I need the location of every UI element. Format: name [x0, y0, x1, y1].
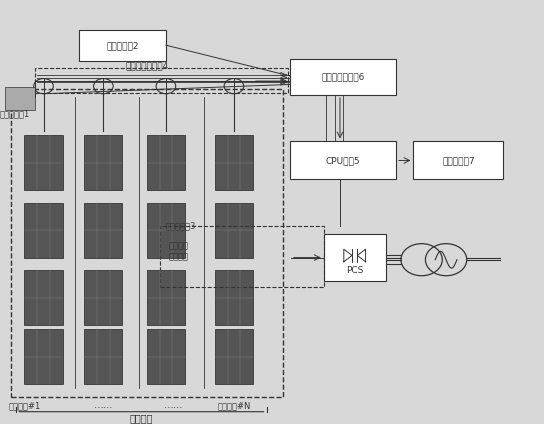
Polygon shape: [84, 329, 122, 384]
FancyBboxPatch shape: [413, 142, 503, 179]
Polygon shape: [215, 270, 253, 325]
Polygon shape: [24, 203, 63, 258]
FancyBboxPatch shape: [324, 234, 386, 281]
Polygon shape: [215, 329, 253, 384]
Text: 光伏电站
输电线缆: 光伏电站 输电线缆: [169, 241, 189, 261]
Polygon shape: [147, 203, 185, 258]
Polygon shape: [84, 203, 122, 258]
Polygon shape: [147, 135, 185, 190]
Text: 温度传感器1: 温度传感器1: [0, 109, 30, 119]
Text: 无线信号发送器6: 无线信号发送器6: [322, 73, 364, 81]
Polygon shape: [147, 329, 185, 384]
Text: 故障显示器7: 故障显示器7: [442, 156, 474, 165]
Polygon shape: [24, 135, 63, 190]
Polygon shape: [84, 135, 122, 190]
FancyBboxPatch shape: [5, 86, 35, 110]
Text: 太阳辐射计2: 太阳辐射计2: [106, 41, 139, 50]
Polygon shape: [24, 329, 63, 384]
Text: 电流传感器阵列4: 电流传感器阵列4: [125, 61, 169, 70]
FancyBboxPatch shape: [79, 30, 166, 61]
Polygon shape: [147, 270, 185, 325]
Polygon shape: [24, 270, 63, 325]
Text: 光伏组串#N: 光伏组串#N: [217, 401, 251, 410]
Text: ……: ……: [164, 400, 184, 410]
Text: ……: ……: [94, 400, 113, 410]
FancyBboxPatch shape: [290, 142, 396, 179]
Text: 电压传感器3: 电压传感器3: [166, 221, 196, 230]
Text: 光伏组串#1: 光伏组串#1: [8, 401, 41, 410]
Text: 光伏阵列: 光伏阵列: [129, 413, 153, 423]
Polygon shape: [215, 203, 253, 258]
Polygon shape: [215, 135, 253, 190]
Text: CPU主板5: CPU主板5: [326, 156, 360, 165]
FancyBboxPatch shape: [290, 59, 396, 95]
Polygon shape: [84, 270, 122, 325]
Text: PCS: PCS: [346, 266, 363, 275]
